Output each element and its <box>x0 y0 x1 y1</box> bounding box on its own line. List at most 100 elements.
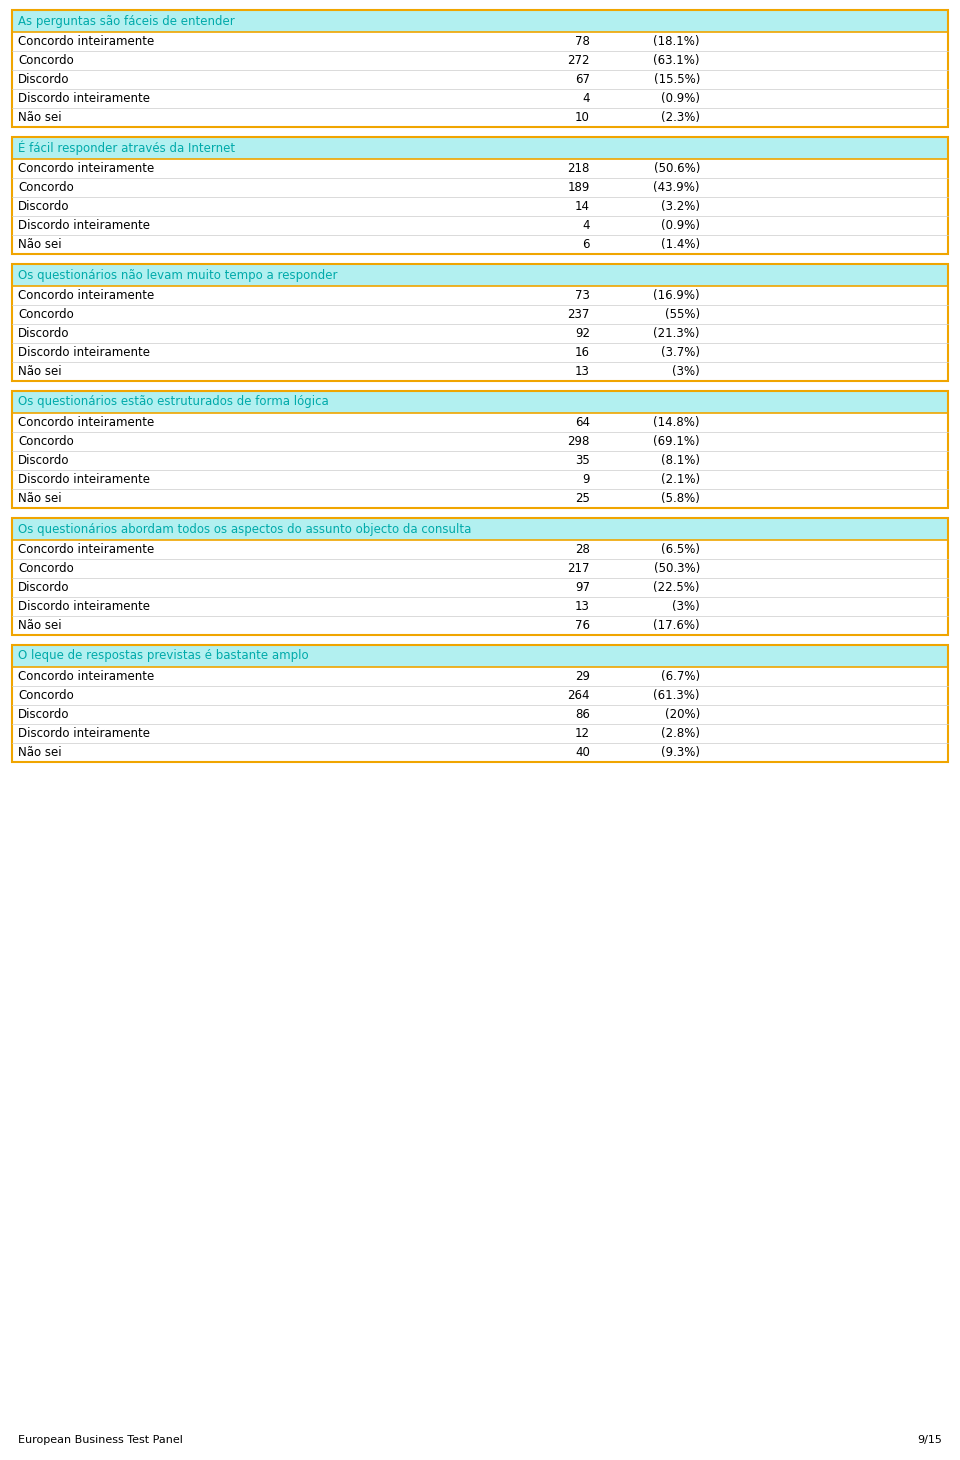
Text: Discordo inteiramente: Discordo inteiramente <box>18 727 150 740</box>
Text: (0.9%): (0.9%) <box>661 219 700 232</box>
Text: (18.1%): (18.1%) <box>654 35 700 48</box>
Text: 76: 76 <box>575 619 590 632</box>
Text: (43.9%): (43.9%) <box>654 181 700 194</box>
Text: 13: 13 <box>575 600 590 613</box>
Text: Não sei: Não sei <box>18 365 61 378</box>
Text: (3.2%): (3.2%) <box>661 200 700 213</box>
Text: (61.3%): (61.3%) <box>654 689 700 702</box>
Bar <box>12 137 948 159</box>
Text: 67: 67 <box>575 73 590 86</box>
Text: Discordo: Discordo <box>18 327 69 340</box>
Text: Concordo: Concordo <box>18 562 74 575</box>
Text: (15.5%): (15.5%) <box>654 73 700 86</box>
Text: 189: 189 <box>567 181 590 194</box>
Text: 97: 97 <box>575 581 590 594</box>
Bar <box>12 10 948 127</box>
Text: 4: 4 <box>583 219 590 232</box>
Bar <box>12 645 948 762</box>
Text: (1.4%): (1.4%) <box>660 238 700 251</box>
Text: (6.7%): (6.7%) <box>660 670 700 683</box>
Text: É fácil responder através da Internet: É fácil responder através da Internet <box>18 140 235 155</box>
Text: (55%): (55%) <box>665 308 700 321</box>
Text: (3%): (3%) <box>672 600 700 613</box>
Text: Não sei: Não sei <box>18 492 61 505</box>
Text: Não sei: Não sei <box>18 746 61 759</box>
Text: (17.6%): (17.6%) <box>654 619 700 632</box>
Bar <box>12 518 948 540</box>
Text: (50.3%): (50.3%) <box>654 562 700 575</box>
Text: (2.1%): (2.1%) <box>660 473 700 486</box>
Bar <box>12 391 948 508</box>
Text: 4: 4 <box>583 92 590 105</box>
Bar <box>12 391 948 413</box>
Bar <box>12 264 948 286</box>
Text: Concordo: Concordo <box>18 308 74 321</box>
Text: 6: 6 <box>583 238 590 251</box>
Text: (22.5%): (22.5%) <box>654 581 700 594</box>
Text: Discordo: Discordo <box>18 581 69 594</box>
Text: 92: 92 <box>575 327 590 340</box>
Bar <box>12 645 948 667</box>
Text: 13: 13 <box>575 365 590 378</box>
Text: (8.1%): (8.1%) <box>661 454 700 467</box>
Text: 78: 78 <box>575 35 590 48</box>
Text: 217: 217 <box>567 562 590 575</box>
Text: Discordo: Discordo <box>18 454 69 467</box>
Text: (2.8%): (2.8%) <box>661 727 700 740</box>
Text: Discordo inteiramente: Discordo inteiramente <box>18 346 150 359</box>
Text: O leque de respostas previstas é bastante amplo: O leque de respostas previstas é bastant… <box>18 650 308 663</box>
Text: 12: 12 <box>575 727 590 740</box>
Text: (2.3%): (2.3%) <box>661 111 700 124</box>
Text: (50.6%): (50.6%) <box>654 162 700 175</box>
Text: 272: 272 <box>567 54 590 67</box>
Text: (0.9%): (0.9%) <box>661 92 700 105</box>
Bar <box>12 264 948 381</box>
Text: Concordo: Concordo <box>18 689 74 702</box>
Text: Discordo: Discordo <box>18 200 69 213</box>
Text: (5.8%): (5.8%) <box>661 492 700 505</box>
Text: Os questionários abordam todos os aspectos do assunto objecto da consulta: Os questionários abordam todos os aspect… <box>18 523 471 536</box>
Text: Discordo inteiramente: Discordo inteiramente <box>18 92 150 105</box>
Bar <box>12 518 948 635</box>
Text: Concordo inteiramente: Concordo inteiramente <box>18 35 155 48</box>
Text: 25: 25 <box>575 492 590 505</box>
Text: Discordo inteiramente: Discordo inteiramente <box>18 600 150 613</box>
Text: 14: 14 <box>575 200 590 213</box>
Text: (3.7%): (3.7%) <box>661 346 700 359</box>
Text: 86: 86 <box>575 708 590 721</box>
Text: (21.3%): (21.3%) <box>654 327 700 340</box>
Text: European Business Test Panel: European Business Test Panel <box>18 1435 182 1445</box>
Text: Discordo: Discordo <box>18 73 69 86</box>
Text: (16.9%): (16.9%) <box>654 289 700 302</box>
Text: 264: 264 <box>567 689 590 702</box>
Text: Concordo inteiramente: Concordo inteiramente <box>18 416 155 429</box>
Text: Não sei: Não sei <box>18 238 61 251</box>
Text: 218: 218 <box>567 162 590 175</box>
Text: 29: 29 <box>575 670 590 683</box>
Text: 16: 16 <box>575 346 590 359</box>
Text: Concordo: Concordo <box>18 435 74 448</box>
Text: Os questionários não levam muito tempo a responder: Os questionários não levam muito tempo a… <box>18 269 338 282</box>
Text: As perguntas são fáceis de entender: As perguntas são fáceis de entender <box>18 15 235 28</box>
Text: Concordo: Concordo <box>18 181 74 194</box>
Text: Os questionários estão estruturados de forma lógica: Os questionários estão estruturados de f… <box>18 396 328 409</box>
Text: (20%): (20%) <box>664 708 700 721</box>
Text: 9/15: 9/15 <box>917 1435 942 1445</box>
Text: 237: 237 <box>567 308 590 321</box>
Text: (14.8%): (14.8%) <box>654 416 700 429</box>
Text: 28: 28 <box>575 543 590 556</box>
Text: Concordo inteiramente: Concordo inteiramente <box>18 543 155 556</box>
Text: 35: 35 <box>575 454 590 467</box>
Text: Concordo: Concordo <box>18 54 74 67</box>
Text: 40: 40 <box>575 746 590 759</box>
Bar <box>12 137 948 254</box>
Text: 9: 9 <box>583 473 590 486</box>
Text: 10: 10 <box>575 111 590 124</box>
Text: Concordo inteiramente: Concordo inteiramente <box>18 162 155 175</box>
Text: (69.1%): (69.1%) <box>654 435 700 448</box>
Bar <box>12 10 948 32</box>
Text: 73: 73 <box>575 289 590 302</box>
Text: 64: 64 <box>575 416 590 429</box>
Text: Discordo inteiramente: Discordo inteiramente <box>18 473 150 486</box>
Text: Não sei: Não sei <box>18 619 61 632</box>
